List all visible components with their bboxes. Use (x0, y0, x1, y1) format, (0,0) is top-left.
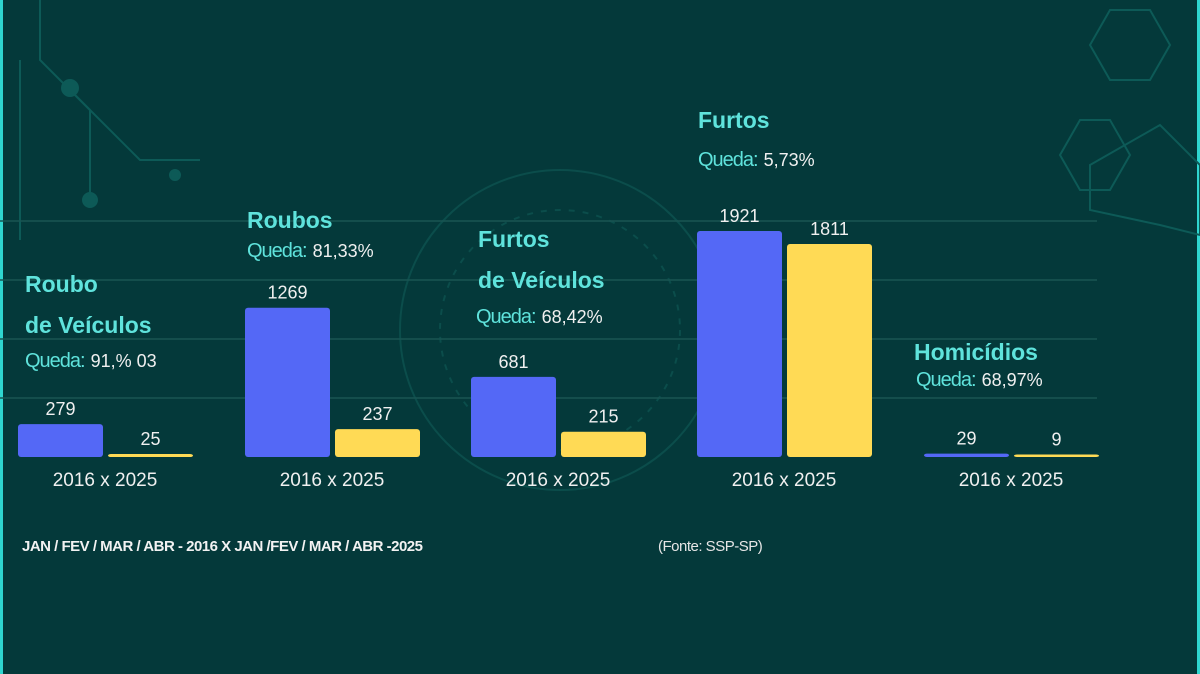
drop-annotation: Queda: 91,% 03 (25, 350, 157, 373)
bar-2016 (924, 453, 1009, 457)
source-note: (Fonte: SSP-SP) (658, 538, 763, 555)
drop-label: Queda: (247, 240, 308, 262)
bar-2025 (108, 454, 193, 457)
data-label: 215 (588, 407, 618, 427)
bar-2016 (18, 424, 103, 457)
category-title: Furtos (698, 107, 770, 133)
drop-annotation: Queda: 5,73% (698, 149, 815, 172)
category-title: Roubo de Veículos (25, 271, 152, 338)
category-title: Furtos de Veículos (478, 226, 605, 293)
drop-label: Queda: (698, 149, 759, 171)
category-title: Roubos (247, 207, 333, 233)
x-tick-label: 2016 x 2025 (280, 470, 385, 491)
bar-2016 (245, 307, 330, 457)
data-label: 681 (498, 352, 528, 372)
drop-annotation: Queda: 81,33% (247, 240, 374, 263)
data-label: 279 (45, 399, 75, 419)
data-label: 1921 (719, 206, 759, 226)
bar-2025 (1014, 454, 1099, 457)
drop-percent: 68,97% (981, 370, 1043, 390)
x-tick-label: 2016 x 2025 (959, 470, 1064, 491)
data-label: 9 (1051, 430, 1061, 450)
x-tick-label: 2016 x 2025 (732, 470, 837, 491)
drop-label: Queda: (916, 369, 977, 391)
bar-2025 (561, 431, 646, 457)
drop-label: Queda: (476, 306, 537, 328)
drop-percent: 81,33% (312, 241, 374, 261)
period-note: JAN / FEV / MAR / ABR - 2016 X JAN /FEV … (22, 538, 423, 555)
bar-2025 (335, 429, 420, 457)
drop-annotation: Queda: 68,42% (476, 306, 603, 329)
data-label: 25 (140, 429, 160, 449)
data-label: 1269 (267, 283, 307, 303)
drop-percent: 91,% 03 (90, 351, 157, 371)
x-tick-label: 2016 x 2025 (506, 470, 611, 491)
data-label: 29 (956, 429, 976, 449)
left-border (0, 0, 3, 674)
x-tick-label: 2016 x 2025 (53, 470, 158, 491)
drop-percent: 5,73% (763, 150, 815, 170)
drop-label: Queda: (25, 350, 86, 372)
category-title: Homicídios (914, 339, 1038, 365)
data-label: 237 (362, 404, 392, 424)
drop-annotation: Queda: 68,97% (916, 369, 1043, 392)
data-label: 1811 (810, 219, 849, 239)
bar-2016 (471, 376, 556, 457)
bar-2016 (697, 231, 782, 457)
right-border (1197, 0, 1200, 674)
drop-percent: 68,42% (541, 307, 603, 327)
bar-2025 (787, 243, 872, 457)
